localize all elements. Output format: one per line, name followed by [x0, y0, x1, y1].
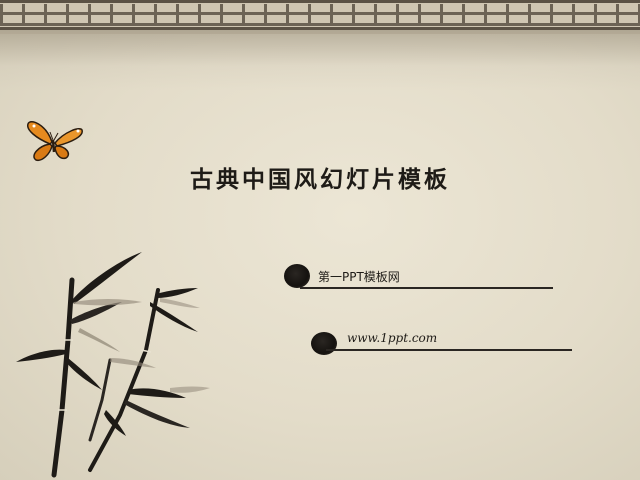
lattice-border: [0, 0, 640, 34]
slide-title: 古典中国风幻灯片模板: [190, 166, 450, 193]
butterfly-icon: [27, 121, 83, 162]
underline-rule: [300, 287, 553, 289]
line-1-text: 第一PPT模板网: [318, 270, 400, 284]
ink-dot: [311, 332, 337, 355]
ink-dot: [284, 264, 310, 288]
lattice-pattern: [0, 4, 640, 26]
underline-rule: [326, 349, 572, 351]
lattice-bottom-line: [0, 27, 640, 30]
lattice-top-line: [0, 0, 640, 3]
mist-band: [0, 30, 640, 90]
line-2-text: www.1ppt.com: [347, 331, 438, 345]
bamboo-painting: [16, 252, 210, 478]
